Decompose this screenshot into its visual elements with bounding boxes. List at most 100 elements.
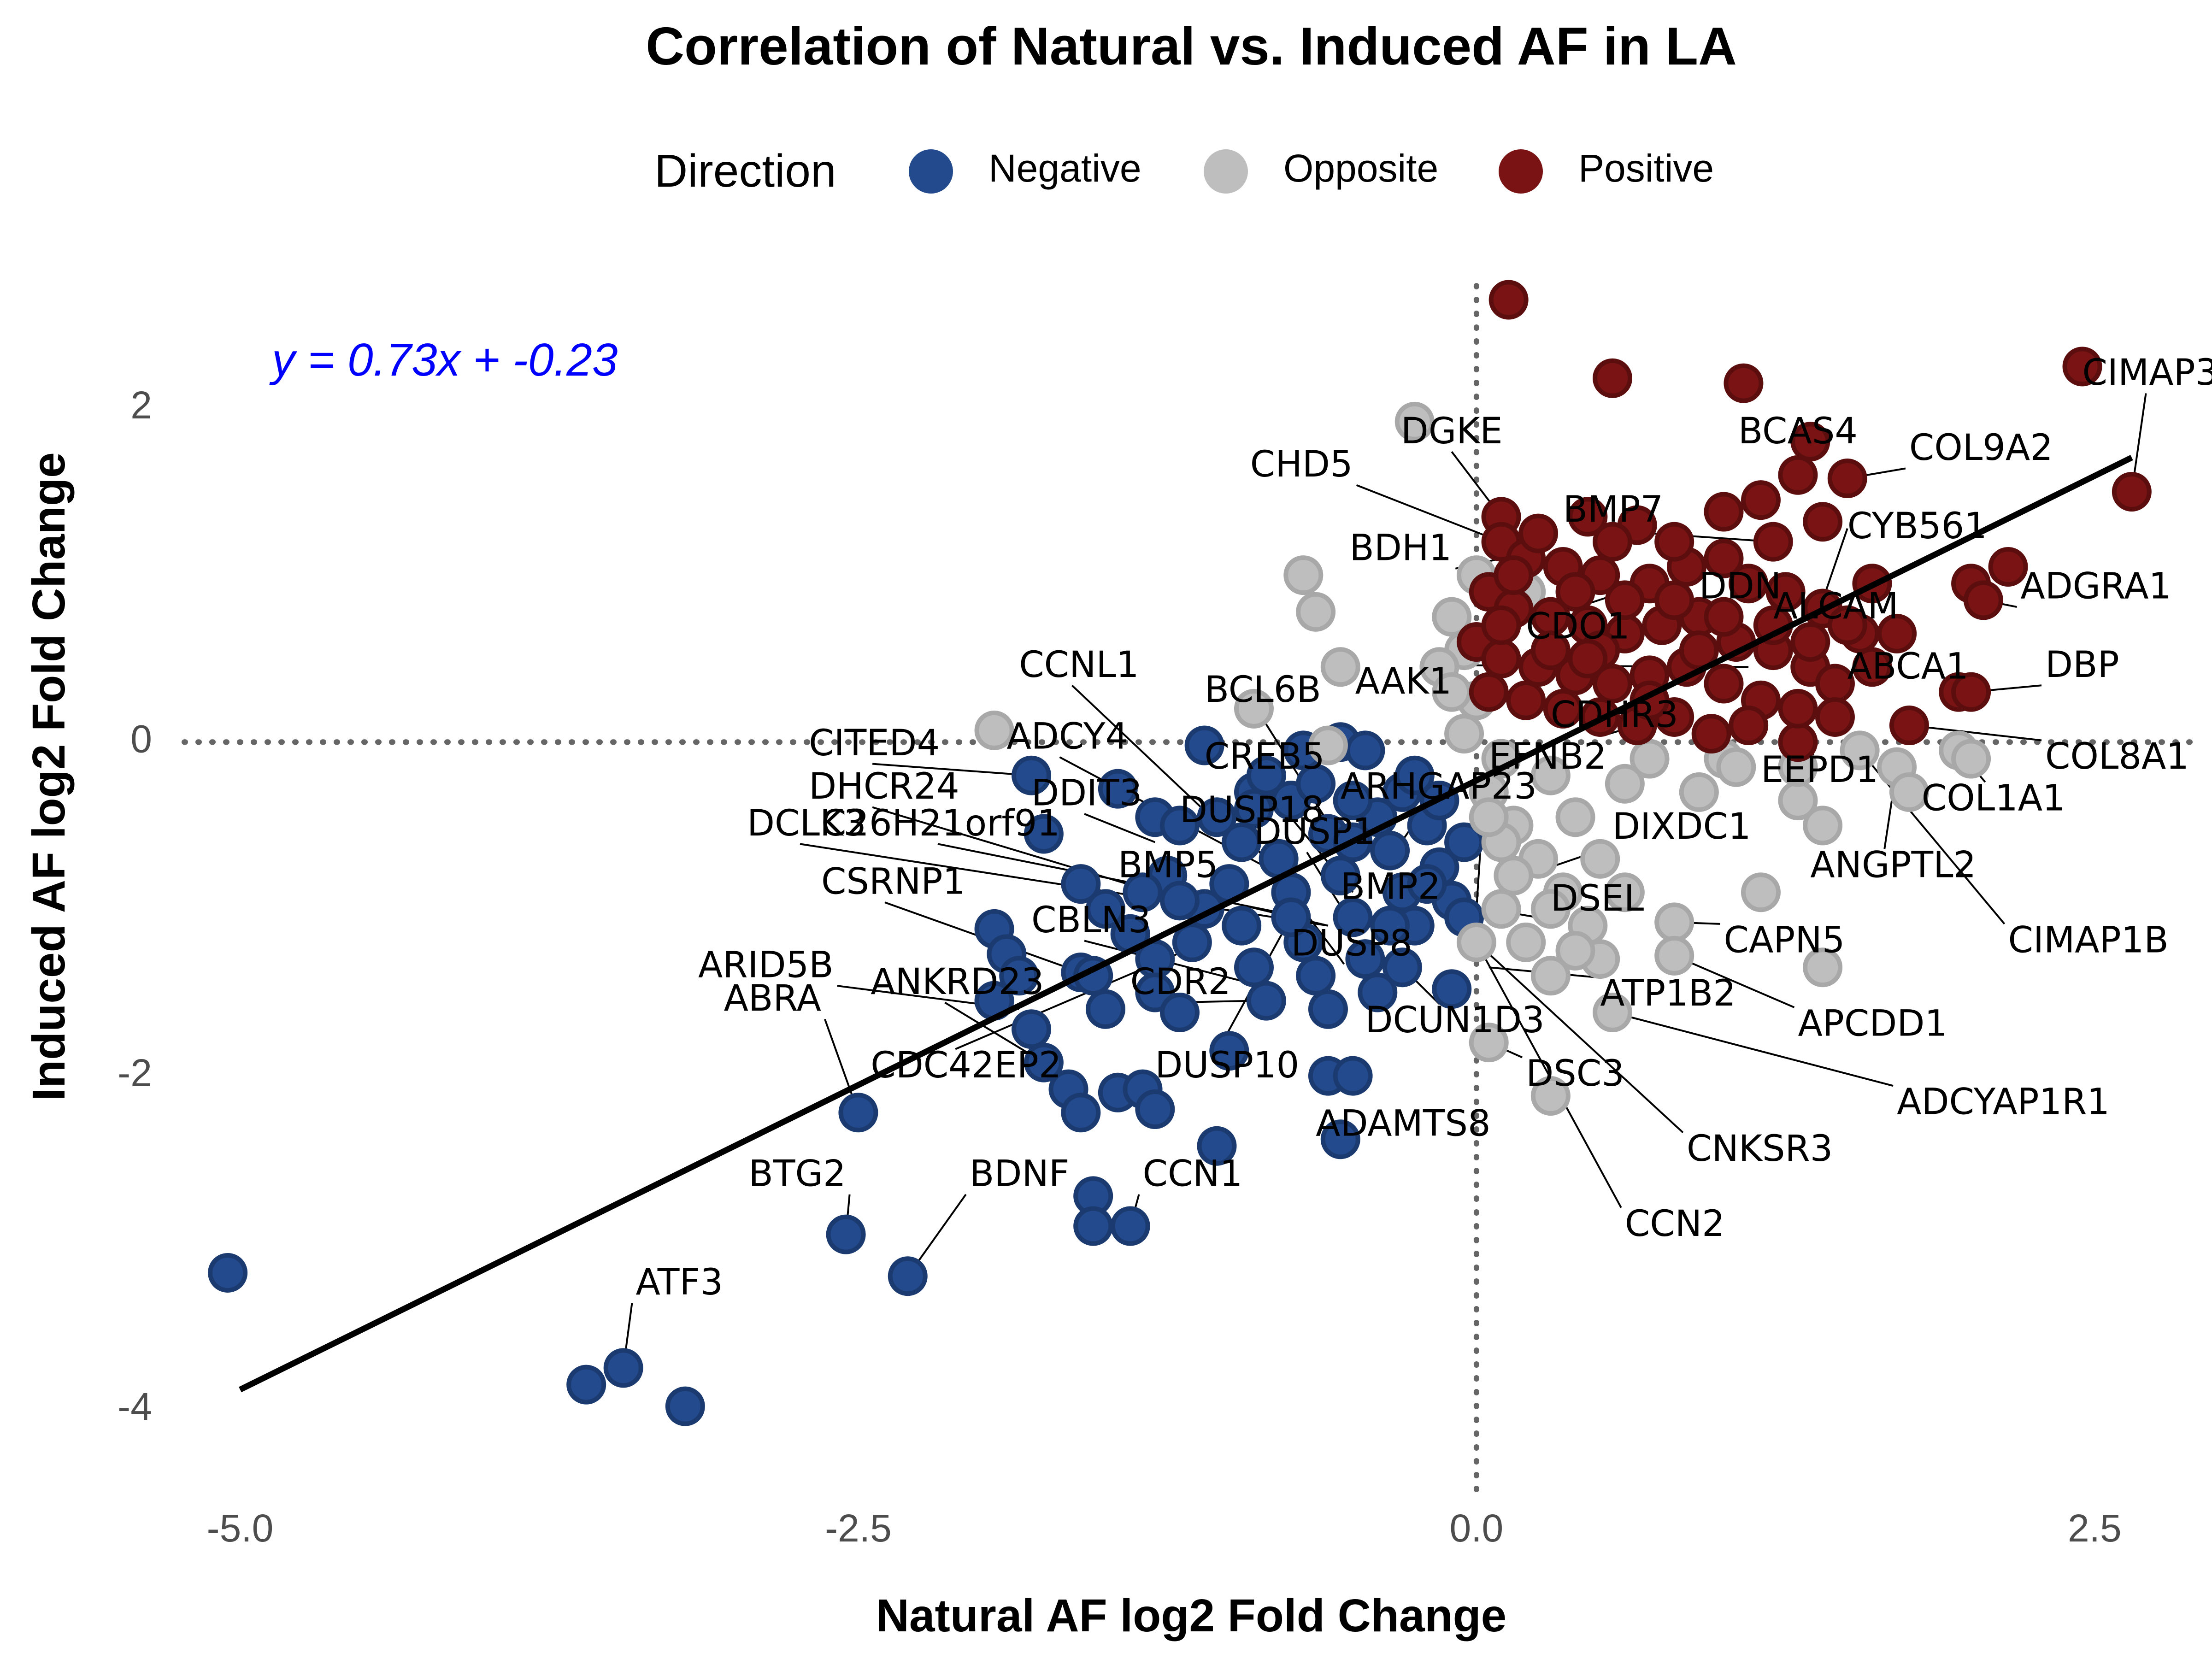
- point-positive: [1753, 522, 1793, 562]
- point-opposite: [1296, 592, 1336, 632]
- point-positive: [1778, 455, 1818, 495]
- gene-label: COL1A1: [1922, 778, 2065, 819]
- point-negative: [1086, 889, 1126, 929]
- gene-label: BTG2: [748, 1153, 846, 1194]
- point-negative: [1012, 755, 1052, 795]
- point-negative: [1432, 969, 1472, 1009]
- gene-label: ADGRA1: [2020, 566, 2171, 607]
- point-opposite: [1654, 935, 1694, 976]
- point-positive: [2062, 347, 2102, 387]
- point-positive: [1704, 492, 1744, 532]
- point-negative: [1172, 922, 1212, 962]
- gene-label: CCNL1: [1019, 644, 1139, 686]
- legend-label-negative: Negative: [988, 147, 1141, 190]
- legend-entries: Negative Opposite Positive: [909, 147, 1714, 194]
- point-negative: [826, 1214, 866, 1254]
- gene-label: DIXDC1: [1612, 806, 1751, 847]
- point-negative: [1333, 781, 1373, 821]
- point-negative: [1135, 1089, 1175, 1130]
- gene-label: ARHGAP23: [1341, 766, 1537, 807]
- y-axis-ticks: -4 -2 0 2: [118, 383, 152, 1428]
- point-negative: [1222, 822, 1262, 862]
- point-negative: [1271, 897, 1311, 937]
- point-negative: [1222, 906, 1262, 946]
- leader-line: [1909, 724, 2042, 741]
- gene-label: DGKE: [1401, 411, 1503, 452]
- gene-label: ABCA1: [1847, 646, 1969, 687]
- point-positive: [1654, 522, 1694, 562]
- gene-label: ARID5B: [698, 945, 834, 986]
- point-positive: [1605, 580, 1645, 620]
- y-tick-label: -4: [118, 1385, 152, 1428]
- point-positive: [1593, 522, 1633, 562]
- point-opposite: [1506, 922, 1546, 962]
- gene-label: DDN: [1699, 566, 1781, 607]
- point-negative: [1012, 1009, 1052, 1049]
- gene-label: CSRNP1: [821, 861, 965, 903]
- point-positive: [1543, 688, 1583, 729]
- point-negative: [1073, 1206, 1113, 1246]
- point-opposite: [1530, 956, 1571, 996]
- point-positive: [1593, 664, 1633, 704]
- gene-label: ATF3: [636, 1262, 723, 1303]
- point-positive: [1765, 572, 1806, 612]
- legend-label-positive: Positive: [1578, 147, 1714, 190]
- point-negative: [1160, 881, 1200, 921]
- gene-label: BMP5: [1118, 844, 1218, 886]
- point-opposite: [1469, 1023, 1509, 1063]
- point-opposite: [1481, 889, 1521, 929]
- series-negative: [208, 722, 1484, 1426]
- gene-label: BCL6B: [1205, 669, 1321, 711]
- point-opposite: [1320, 647, 1360, 687]
- gene-label: CREB5: [1205, 736, 1325, 777]
- legend-key-positive: [1499, 149, 1543, 194]
- point-negative: [1197, 1126, 1237, 1166]
- point-opposite: [1530, 889, 1571, 929]
- point-negative: [888, 1256, 928, 1296]
- point-positive: [1506, 680, 1546, 720]
- point-negative: [1024, 814, 1064, 854]
- y-tick-label: -2: [118, 1051, 152, 1094]
- point-negative: [1234, 789, 1274, 829]
- point-positive: [1704, 597, 1744, 637]
- gene-label: CDR2: [1130, 961, 1231, 1003]
- point-positive: [1568, 497, 1608, 537]
- point-positive: [1729, 706, 1769, 746]
- y-tick-label: 2: [130, 383, 152, 427]
- point-opposite: [1654, 902, 1694, 942]
- gene-label: AAK1: [1355, 661, 1452, 702]
- point-opposite: [1555, 797, 1595, 837]
- point-positive: [1704, 664, 1744, 704]
- gene-label: DBP: [2045, 644, 2119, 686]
- gene-label: ANKRD23: [871, 961, 1044, 1003]
- point-negative: [1382, 947, 1422, 988]
- gene-label: DUSP18: [1180, 789, 1324, 831]
- point-negative: [1061, 1093, 1101, 1133]
- point-opposite: [1432, 597, 1472, 637]
- point-positive: [1790, 422, 1830, 462]
- leader-line: [1612, 1012, 1894, 1087]
- point-opposite: [1679, 772, 1719, 812]
- point-opposite: [1530, 1076, 1571, 1116]
- gene-label: DUSP10: [1155, 1045, 1299, 1086]
- point-positive: [1778, 688, 1818, 729]
- gene-label: CAPN5: [1724, 919, 1845, 961]
- gene-label: ADCYAP1R1: [1897, 1082, 2110, 1123]
- regression-fit-line: [239, 455, 2133, 1393]
- gene-label: DCLK3: [747, 803, 866, 844]
- leader-line: [1476, 941, 1684, 1134]
- point-opposite: [1580, 839, 1620, 879]
- gene-label: CCN1: [1143, 1153, 1243, 1194]
- legend-label-opposite: Opposite: [1283, 147, 1438, 190]
- gene-label: DUSP8: [1291, 923, 1412, 965]
- point-negative: [208, 1253, 248, 1293]
- gene-label: DSC3: [1526, 1053, 1624, 1094]
- gene-label: CIMAP3: [2083, 352, 2212, 394]
- point-negative: [1407, 864, 1447, 904]
- point-negative: [1370, 830, 1410, 871]
- gene-label: CIMAP1B: [2008, 919, 2169, 961]
- gene-label: DCUN1D3: [1365, 1000, 1544, 1041]
- gene-label: CBLN3: [1031, 900, 1151, 941]
- gene-label: CDHR3: [1551, 694, 1678, 735]
